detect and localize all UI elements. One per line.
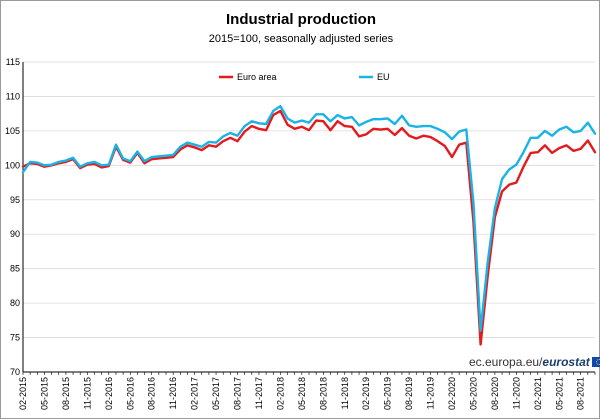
legend-label: Euro area bbox=[237, 72, 277, 82]
legend: Euro area EU bbox=[219, 72, 390, 82]
chart-subtitle: 2015=100, seasonally adjusted series bbox=[208, 33, 394, 45]
series-line-eu bbox=[21, 104, 597, 332]
y-tick-label: 105 bbox=[5, 126, 20, 136]
x-tick-label: 08-2021 bbox=[576, 377, 586, 410]
series-lines bbox=[21, 104, 597, 346]
x-tick-label: 05-2019 bbox=[383, 377, 393, 410]
x-tick-label: 11-2017 bbox=[254, 377, 264, 409]
x-tick-label: 02-2021 bbox=[533, 377, 543, 410]
x-tick-label: 05-2018 bbox=[297, 377, 307, 410]
y-tick-label: 110 bbox=[6, 91, 20, 101]
y-axis-ticks: 70 75 80 85 90 95 100 105 110 115 bbox=[5, 57, 20, 377]
y-tick-label: 75 bbox=[10, 333, 20, 343]
x-tick-label: 02-2016 bbox=[104, 377, 114, 410]
y-tick-label: 80 bbox=[10, 298, 20, 308]
x-tick-label: 08-2019 bbox=[404, 377, 414, 410]
x-tick-label: 08-2016 bbox=[147, 377, 157, 410]
y-tick-label: 70 bbox=[10, 367, 20, 377]
x-tick-label: 08-2020 bbox=[490, 377, 500, 410]
x-axis-ticks: 02-2015 05-2015 08-2015 11-2015 02-2016 05-20… bbox=[18, 372, 596, 410]
x-tick-label: 02-2015 bbox=[18, 377, 28, 410]
y-tick-label: 90 bbox=[10, 229, 20, 239]
x-tick-label: 02-2019 bbox=[361, 377, 371, 410]
series-line-euro-area bbox=[21, 109, 597, 346]
legend-label: EU bbox=[377, 72, 390, 82]
axes bbox=[22, 62, 595, 373]
y-tick-label: 95 bbox=[10, 195, 20, 205]
x-tick-label: 05-2020 bbox=[468, 377, 478, 410]
x-tick-label: 02-2020 bbox=[447, 377, 457, 410]
credit-brand: eurostat bbox=[542, 355, 590, 369]
y-tick-label: 115 bbox=[6, 57, 20, 67]
y-tick-label: 85 bbox=[10, 264, 20, 274]
x-tick-label: 11-2015 bbox=[82, 377, 92, 409]
x-tick-label: 08-2017 bbox=[233, 377, 243, 410]
chart-title: Industrial production bbox=[226, 11, 376, 28]
x-tick-label: 11-2020 bbox=[511, 377, 521, 409]
x-tick-label: 05-2017 bbox=[211, 377, 221, 410]
credit-prefix: ec.europa.eu/ bbox=[469, 355, 543, 369]
gridlines bbox=[23, 61, 595, 373]
x-tick-label: 11-2018 bbox=[340, 377, 350, 409]
x-tick-label: 05-2021 bbox=[554, 377, 564, 410]
x-tick-label: 05-2015 bbox=[39, 377, 49, 410]
x-tick-label: 02-2017 bbox=[190, 377, 200, 410]
x-tick-label: 11-2019 bbox=[426, 377, 436, 409]
eu-flag-icon bbox=[591, 357, 600, 367]
x-tick-label: 08-2018 bbox=[318, 377, 328, 410]
x-tick-label: 08-2015 bbox=[61, 377, 71, 410]
x-tick-label: 05-2016 bbox=[125, 377, 135, 410]
x-tick-label: 11-2016 bbox=[168, 377, 178, 409]
y-tick-label: 100 bbox=[5, 160, 20, 170]
x-tick-label: 02-2018 bbox=[275, 377, 285, 410]
eurostat-credit: ec.europa.eu/eurostat bbox=[469, 355, 600, 369]
